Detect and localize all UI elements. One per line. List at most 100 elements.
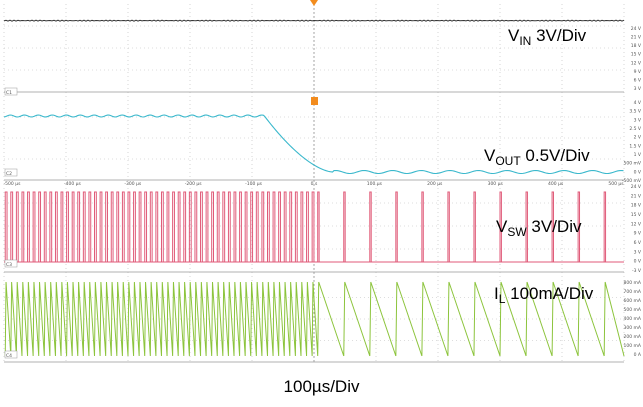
vsw-pulse (4, 191, 8, 262)
vsw-pulse (166, 191, 170, 262)
axis-tick-C1: 15 V (631, 52, 642, 58)
il-sawtooth (4, 281, 625, 357)
vsw-pulse (88, 191, 92, 262)
axis-tick-C3: 24 V (631, 184, 642, 190)
vsw-pulse (278, 191, 281, 262)
axis-tick-C1: 24 V (631, 26, 642, 32)
channel-badge-text: C3 (6, 262, 12, 268)
vsw-pulse (317, 191, 320, 262)
channel-label-C3: VSW 3V/Div (496, 217, 582, 239)
axis-tick-C1: 12 V (631, 60, 642, 66)
vin-trace (3, 19, 625, 22)
channel-badge-text: C1 (6, 90, 12, 96)
channel-label-C4: IL 100mA/Div (494, 284, 594, 306)
axis-ticks: 24 V 21 V 18 V 15 V 12 V 9 V 6 V 3 V 4 V 3.5 V 3 V… (4, 26, 642, 358)
vsw-pulse (99, 191, 103, 262)
vsw-pulse (233, 191, 237, 262)
axis-tick-C3: 0 V (634, 259, 642, 265)
time-tick: 300 µs (488, 181, 504, 187)
vsw-pulse (121, 191, 125, 262)
vsw-pulse (94, 191, 97, 262)
vsw-pulse (343, 191, 346, 262)
il-trace (4, 281, 625, 357)
time-tick: 400 µs (548, 181, 564, 187)
vsw-pulse (205, 191, 209, 262)
vsw-pulse (21, 191, 25, 262)
vsw-pulse (577, 191, 581, 262)
vsw-pulse (395, 191, 398, 262)
traces (3, 19, 625, 357)
vsw-pulse (211, 191, 214, 262)
time-tick: -300 µs (124, 181, 142, 187)
vsw-pulse (239, 191, 242, 262)
vsw-pulse (38, 191, 42, 262)
axis-tick-C2: 3 V (634, 117, 642, 123)
vsw-pulse (289, 191, 293, 262)
axis-tick-C4: 0 A (634, 352, 642, 358)
channel-label-C1: VIN 3V/Div (508, 26, 587, 48)
channel-badge-text: C4 (6, 353, 12, 359)
vsw-pulse (306, 191, 309, 262)
vsw-pulse (369, 191, 372, 262)
vsw-pulse (294, 191, 298, 262)
vsw-pulse (133, 191, 136, 262)
axis-tick-C2: 2 V (634, 135, 642, 141)
axis-tick-C4: 600 mA (624, 298, 642, 304)
vsw-pulse (227, 191, 231, 262)
axis-tick-C1: 6 V (634, 77, 642, 83)
vsw-pulse (49, 191, 53, 262)
vsw-pulse (261, 191, 265, 262)
vsw-pulse (149, 191, 153, 262)
axis-tick-C2: 2.5 V (629, 126, 642, 132)
channel-badge (4, 259, 18, 268)
vsw-pulse (551, 191, 554, 262)
vsw-pulse (15, 191, 19, 262)
time-tick: 200 µs (427, 181, 443, 187)
vsw-pulse (77, 191, 81, 262)
vsw-pulse (127, 191, 131, 262)
time-tick: -400 µs (64, 181, 82, 187)
vsw-pulse (71, 191, 75, 262)
channel-panes (4, 91, 624, 363)
channel-badge (4, 168, 18, 177)
axis-tick-C3: -3 V (632, 268, 642, 274)
channel-badge-text: C2 (6, 171, 12, 177)
axis-tick-C1: 9 V (634, 69, 642, 75)
vsw-pulse (138, 191, 142, 262)
channel-badge (4, 350, 18, 359)
time-tick: -100 µs (245, 181, 263, 187)
axis-tick-C1: 3 V (634, 86, 642, 92)
axis-tick-C4: 100 mA (624, 343, 642, 349)
trigger-top-marker (310, 0, 318, 6)
vsw-pulse (60, 191, 64, 262)
vsw-pulse (183, 191, 187, 262)
axis-tick-C2: 1.5 V (629, 143, 642, 149)
vsw-pulse (255, 191, 259, 262)
axis-tick-C2: 3.5 V (629, 109, 642, 115)
vsw-pulse (200, 191, 203, 262)
time-tick: -500 µs (4, 181, 22, 187)
vsw-pulse (283, 191, 287, 262)
axis-tick-C2: -500 mV (622, 178, 642, 184)
channel-labels: C1 C2 C3 C4 VIN 3V/Div VOUT 0.5V/Div VSW 3V/Di… (4, 26, 594, 359)
vsw-pulse (499, 191, 502, 262)
axis-tick-C3: 3 V (634, 249, 642, 255)
vsw-pulse (144, 191, 148, 262)
vsw-pulse (188, 191, 192, 262)
vsw-pulse (160, 191, 164, 262)
vsw-pulse (272, 191, 276, 262)
axis-tick-C4: 500 mA (624, 307, 642, 313)
vsw-pulse (311, 191, 315, 262)
vsw-pulse (603, 191, 607, 262)
time-tick: 500 µs (608, 181, 624, 187)
vsw-pulse (10, 191, 14, 262)
vsw-pulse (54, 191, 58, 262)
vsw-pulse (105, 191, 108, 262)
axis-tick-C1: 18 V (631, 43, 642, 49)
axis-tick-C2: 4 V (634, 100, 642, 106)
vsw-pulse (116, 191, 120, 262)
axis-tick-C2: 500 mV (624, 161, 642, 167)
vsw-pulse (194, 191, 198, 262)
axis-tick-C4: 700 mA (624, 289, 642, 295)
